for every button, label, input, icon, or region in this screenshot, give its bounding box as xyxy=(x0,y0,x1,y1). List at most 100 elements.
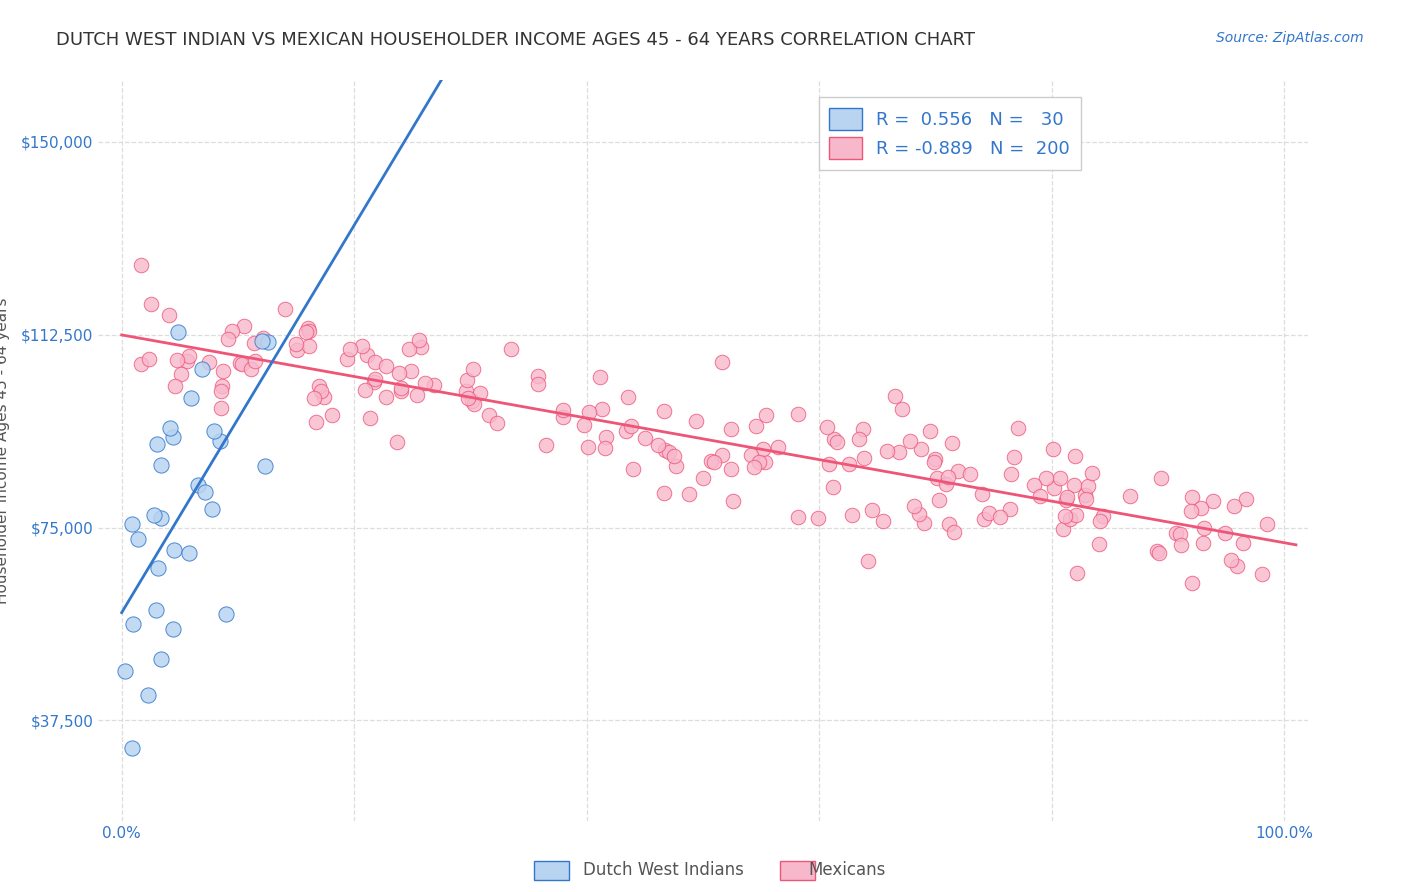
Point xyxy=(665,458,688,473)
Point xyxy=(456,373,478,387)
Point xyxy=(121,516,143,531)
Point xyxy=(229,356,252,370)
Point xyxy=(970,487,993,501)
Point xyxy=(297,320,319,334)
Point xyxy=(398,342,420,356)
Point xyxy=(201,502,224,516)
Point xyxy=(754,455,776,469)
Point xyxy=(860,502,883,516)
Point xyxy=(274,302,297,317)
Point xyxy=(461,394,484,409)
Point xyxy=(856,554,879,568)
Point xyxy=(678,486,700,500)
Point xyxy=(710,355,733,369)
Point xyxy=(194,485,217,500)
Point xyxy=(162,623,184,637)
Point xyxy=(129,258,152,272)
Point xyxy=(647,438,669,452)
Point xyxy=(889,445,911,459)
Point xyxy=(990,510,1012,524)
Point xyxy=(1170,538,1192,552)
Point xyxy=(114,664,136,678)
Point xyxy=(616,424,638,438)
Point xyxy=(821,480,844,494)
Point xyxy=(1002,450,1025,464)
Point xyxy=(1059,512,1081,526)
Point xyxy=(166,353,188,368)
Point xyxy=(1076,479,1098,493)
Point xyxy=(1189,500,1212,515)
Point xyxy=(815,420,838,434)
Point xyxy=(754,408,776,422)
Point xyxy=(387,435,409,450)
Point xyxy=(257,334,280,349)
Point xyxy=(786,407,808,421)
Point xyxy=(1251,566,1274,581)
Text: Mexicans: Mexicans xyxy=(808,861,886,879)
Point xyxy=(121,740,143,755)
Point xyxy=(700,454,723,468)
Point xyxy=(159,421,181,435)
Point xyxy=(406,388,429,402)
Point xyxy=(827,434,849,449)
Point xyxy=(572,417,595,432)
Point xyxy=(212,364,235,378)
Point xyxy=(591,401,613,416)
Point xyxy=(652,404,675,418)
Point xyxy=(578,440,600,454)
Point xyxy=(297,339,319,353)
Point xyxy=(339,342,361,356)
Point xyxy=(309,384,332,398)
Point xyxy=(1219,553,1241,567)
Point xyxy=(918,424,941,438)
Point xyxy=(336,351,359,366)
Point xyxy=(766,440,789,454)
Point xyxy=(208,434,231,449)
Point xyxy=(578,405,600,419)
Point xyxy=(150,458,173,472)
Point xyxy=(807,511,830,525)
Point xyxy=(242,336,264,351)
Point xyxy=(935,476,957,491)
Point xyxy=(162,430,184,444)
Point xyxy=(924,455,946,469)
Point xyxy=(187,478,209,492)
Point xyxy=(1181,576,1204,591)
Point xyxy=(786,509,808,524)
Point xyxy=(221,325,243,339)
Point xyxy=(399,363,422,377)
Point xyxy=(710,449,733,463)
Point xyxy=(1092,508,1115,523)
Point xyxy=(876,443,898,458)
Point xyxy=(723,494,745,508)
Point xyxy=(478,409,501,423)
Point xyxy=(536,438,558,452)
Point xyxy=(363,375,385,389)
Point xyxy=(948,464,970,478)
Point xyxy=(903,499,925,513)
Point xyxy=(252,331,274,345)
Point xyxy=(841,508,863,523)
Point xyxy=(304,416,326,430)
Y-axis label: Householder Income Ages 45 - 64 years: Householder Income Ages 45 - 64 years xyxy=(0,297,10,604)
Point xyxy=(852,422,875,436)
Point xyxy=(129,357,152,371)
Point xyxy=(501,343,523,357)
Point xyxy=(298,324,321,338)
Point xyxy=(1234,491,1257,506)
Point xyxy=(1053,508,1076,523)
Point xyxy=(872,514,894,528)
Point xyxy=(176,353,198,368)
Point xyxy=(1066,566,1088,580)
Point xyxy=(1000,467,1022,482)
Point xyxy=(1225,559,1247,574)
Point xyxy=(912,516,935,530)
Point xyxy=(215,607,238,622)
Point xyxy=(664,450,686,464)
Point xyxy=(692,470,714,484)
Point xyxy=(742,459,765,474)
Point xyxy=(389,384,412,399)
Point xyxy=(163,379,186,393)
Point xyxy=(1056,490,1078,504)
Point xyxy=(1150,471,1173,485)
